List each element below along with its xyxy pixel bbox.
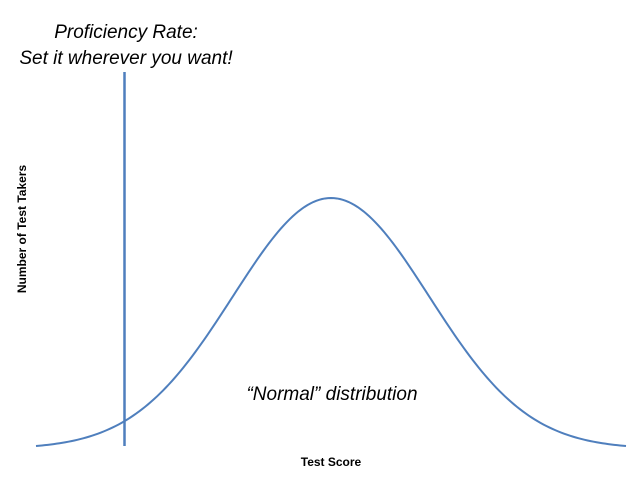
normal-distribution-curve (35, 196, 627, 447)
y-axis-label: Number of Test Takers (15, 165, 29, 294)
chart-title-line-1: Proficiency Rate: (54, 22, 198, 43)
distribution-annotation: “Normal” distribution (246, 384, 417, 405)
x-axis-label: Test Score (301, 455, 362, 469)
chart-title-line-2: Set it wherever you want! (19, 48, 233, 69)
